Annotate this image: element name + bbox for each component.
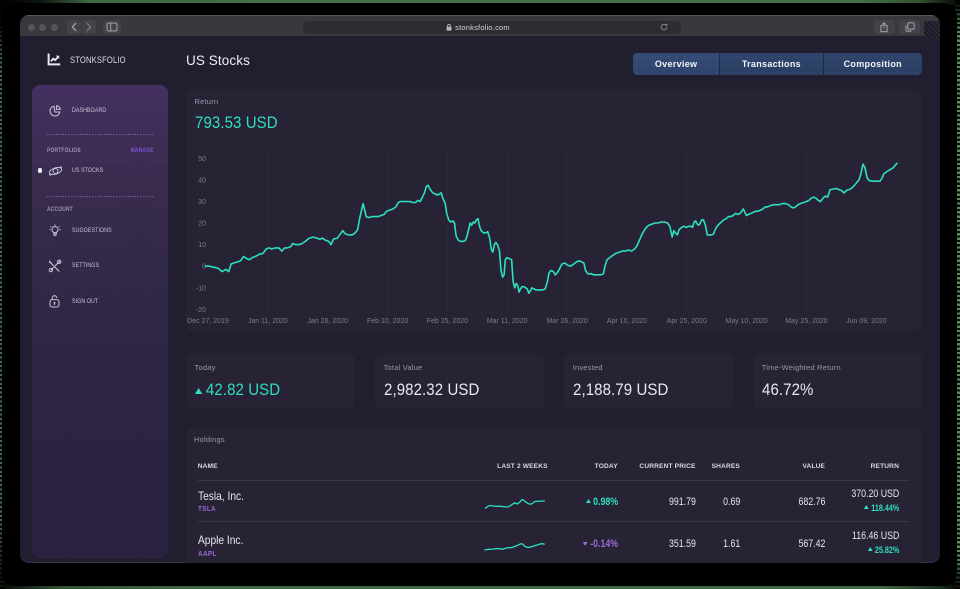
svg-text:-20: -20 bbox=[196, 306, 206, 313]
svg-text:0: 0 bbox=[202, 263, 206, 270]
svg-text:Mar 26, 2020: Mar 26, 2020 bbox=[546, 318, 587, 325]
svg-text:Mar 11, 2020: Mar 11, 2020 bbox=[487, 318, 528, 325]
svg-text:Apr 25, 2020: Apr 25, 2020 bbox=[667, 318, 707, 325]
svg-text:10: 10 bbox=[198, 242, 206, 249]
svg-text:Feb 10, 2020: Feb 10, 2020 bbox=[367, 318, 408, 325]
svg-text:Apr 10, 2020: Apr 10, 2020 bbox=[607, 318, 647, 325]
svg-text:30: 30 bbox=[198, 199, 206, 206]
svg-text:Jun 09, 2020: Jun 09, 2020 bbox=[846, 318, 887, 325]
svg-text:50: 50 bbox=[198, 155, 206, 162]
svg-text:May 10, 2020: May 10, 2020 bbox=[725, 318, 768, 325]
svg-text:20: 20 bbox=[198, 220, 206, 227]
svg-text:Jan 11, 2020: Jan 11, 2020 bbox=[248, 318, 288, 325]
svg-text:Jan 26, 2020: Jan 26, 2020 bbox=[307, 318, 348, 325]
svg-text:Dec 27, 2019: Dec 27, 2019 bbox=[187, 318, 229, 325]
svg-text:-10: -10 bbox=[196, 285, 206, 292]
svg-text:Feb 25, 2020: Feb 25, 2020 bbox=[427, 318, 468, 325]
svg-text:40: 40 bbox=[198, 177, 206, 184]
svg-text:May 25, 2020: May 25, 2020 bbox=[785, 318, 828, 325]
